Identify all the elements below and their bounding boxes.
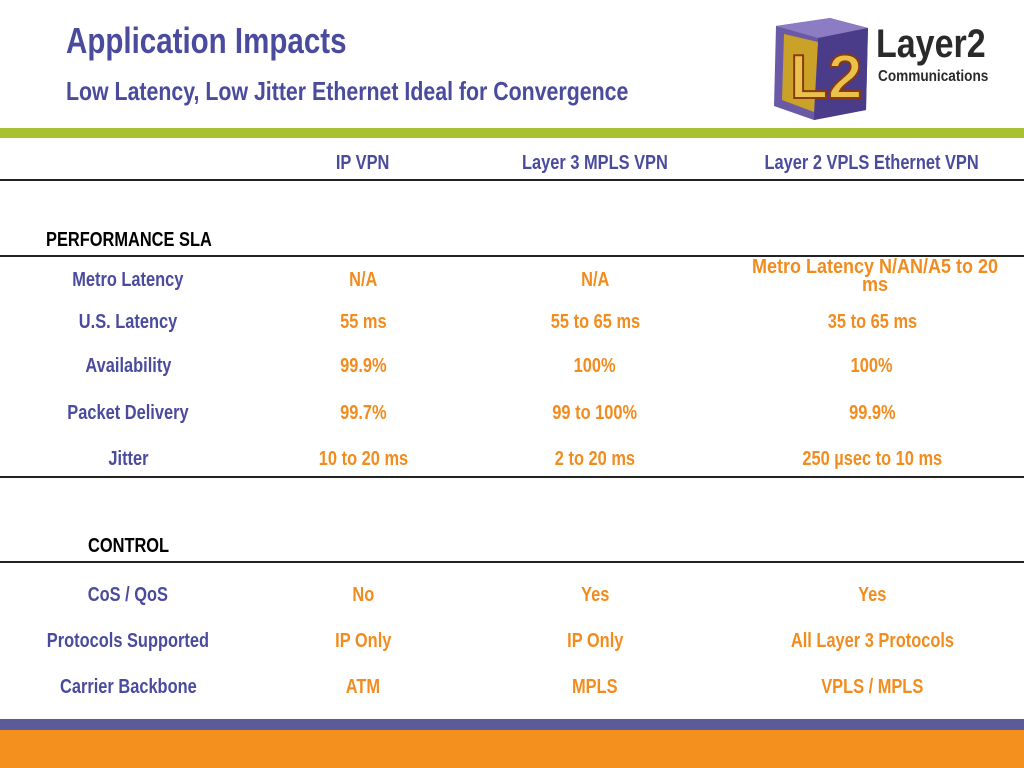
table-cell: 10 to 20 ms	[318, 448, 408, 470]
table-cell: 99.9%	[848, 402, 896, 424]
table-cell: 99 to 100%	[552, 402, 638, 424]
row-label-packet-delivery: Packet Delivery	[67, 402, 189, 424]
row-label-carrier-backbone: Carrier Backbone	[59, 676, 197, 698]
table-cell: 250 µsec to 10 ms	[802, 448, 942, 470]
section-heading-performance: PERFORMANCE SLA	[46, 229, 212, 251]
row-label-cos-qos: CoS / QoS	[87, 584, 169, 606]
table-divider	[0, 255, 1024, 257]
table-cell: 2 to 20 ms	[554, 448, 636, 470]
column-header-ip-vpn: IP VPN	[336, 152, 390, 174]
table-cell: 55 to 65 ms	[550, 311, 640, 333]
table-cell: MPLS	[572, 676, 618, 698]
table-cell: 100%	[574, 355, 616, 377]
table-cell: IP Only	[566, 630, 624, 652]
table-cell: VPLS / MPLS	[820, 676, 924, 698]
row-label-us-latency: U.S. Latency	[78, 311, 178, 333]
table-cell: Metro Latency N/AN/A5 to 20 ms	[751, 256, 999, 296]
column-header-l2-vpls-vpn: Layer 2 VPLS Ethernet VPN	[764, 152, 980, 174]
table-cell: 100%	[851, 355, 893, 377]
table-cell: All Layer 3 Protocols	[790, 630, 954, 652]
table-cell: IP Only	[334, 630, 392, 652]
section-heading-control: CONTROL	[88, 535, 170, 557]
row-label-jitter: Jitter	[107, 448, 149, 470]
logo-cube-icon: L2	[774, 18, 868, 120]
green-divider	[0, 128, 1024, 138]
logo-mark-text: L2	[790, 43, 862, 112]
table-cell: 99.9%	[339, 355, 387, 377]
table-divider	[0, 179, 1024, 181]
column-header-l3-mpls-vpn: Layer 3 MPLS VPN	[522, 152, 668, 174]
footer-band-purple	[0, 719, 1024, 730]
company-logo: L2	[774, 18, 868, 120]
table-cell: N/A	[580, 269, 610, 291]
row-label-availability: Availability	[84, 355, 171, 377]
table-cell: No	[352, 584, 374, 606]
table-cell: Yes	[857, 584, 887, 606]
row-label-metro-latency: Metro Latency	[72, 269, 184, 291]
slide-title: Application Impacts	[66, 20, 347, 61]
table-divider	[0, 561, 1024, 563]
logo-subtitle: Communications	[878, 68, 989, 85]
table-cell: ATM	[345, 676, 381, 698]
footer-band-orange	[0, 730, 1024, 768]
logo-wordmark: Layer2	[876, 22, 986, 66]
table-cell: Yes	[580, 584, 610, 606]
table-divider	[0, 476, 1024, 478]
row-label-protocols-supported: Protocols Supported	[46, 630, 210, 652]
table-cell: 35 to 65 ms	[827, 311, 917, 333]
slide-subtitle: Low Latency, Low Jitter Ethernet Ideal f…	[66, 76, 629, 106]
table-cell: 55 ms	[339, 311, 387, 333]
table-cell: 99.7%	[339, 402, 387, 424]
table-cell: N/A	[348, 269, 378, 291]
